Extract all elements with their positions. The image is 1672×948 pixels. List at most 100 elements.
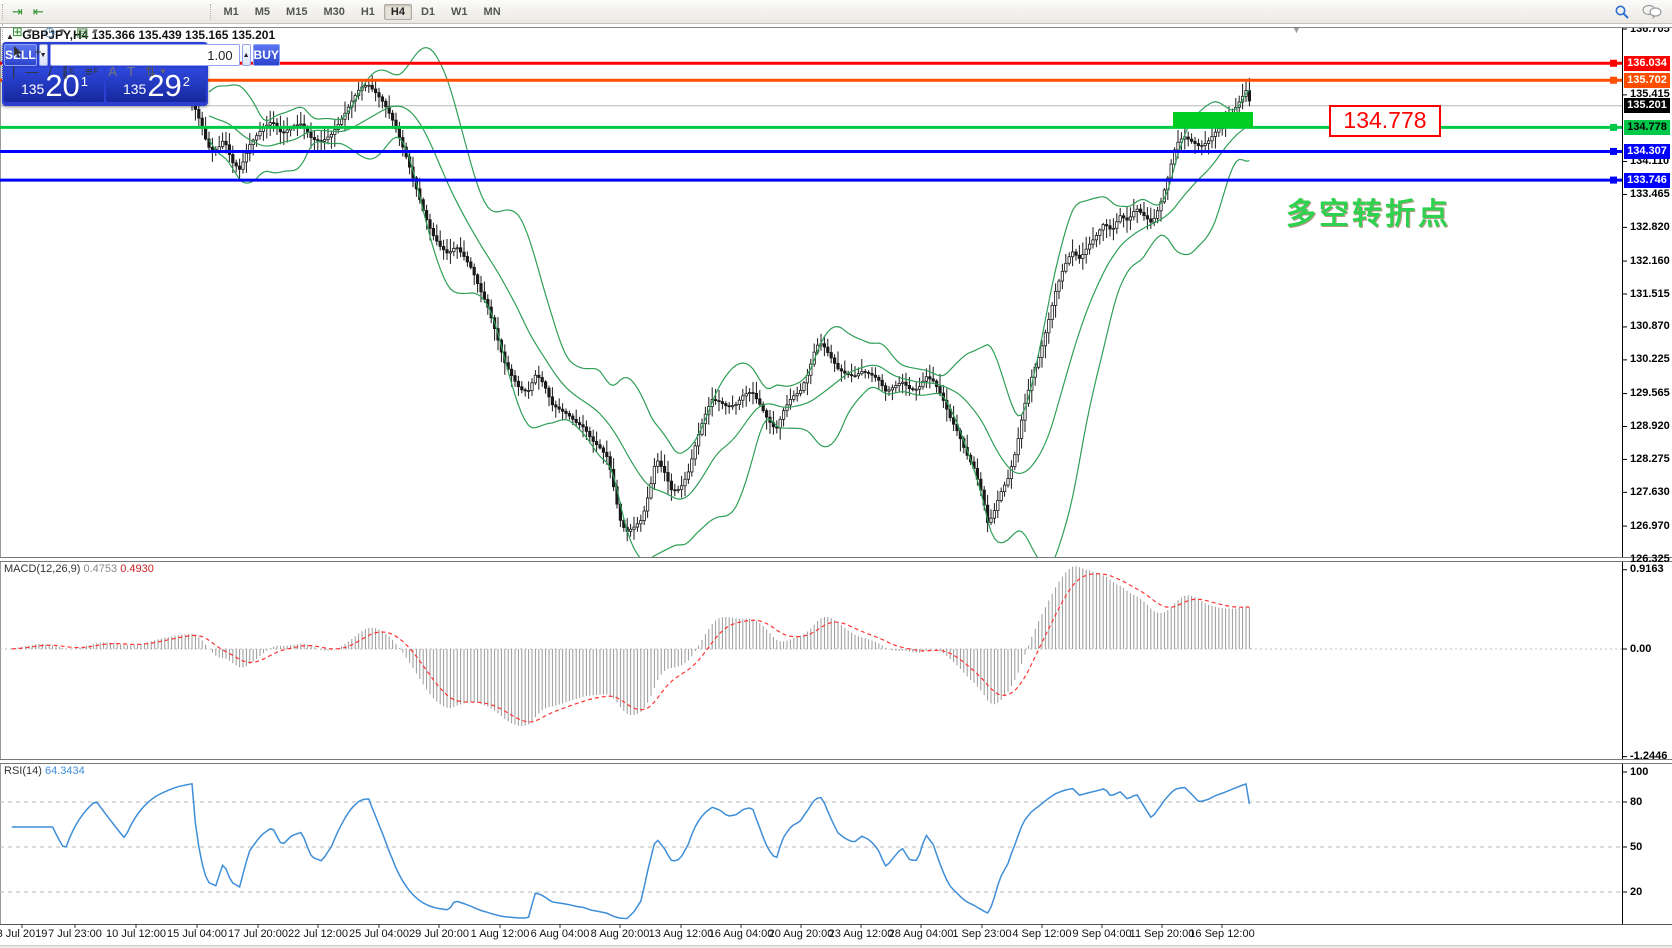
toolbar-group: + [0, 42, 208, 62]
timeframe-h4-button[interactable]: H4 [383, 3, 412, 20]
timeframe-w1-button[interactable]: W1 [451, 5, 468, 18]
templates-button[interactable]: ▤ ▼ [72, 21, 103, 43]
chart-note-text[interactable]: 多空转折点 [1286, 198, 1451, 231]
buy-price-button[interactable]: 135 29 2 [106, 68, 206, 102]
time-axis-label: 28 Aug 04:00 [888, 928, 954, 940]
timeframe-m30-button[interactable]: M30 [323, 5, 345, 18]
volume-up-button[interactable]: ▲ [241, 44, 251, 66]
rsi-line [11, 782, 1251, 920]
price-badge: 136.034 [1624, 55, 1670, 71]
auto-scroll-icon: ⇥ [12, 3, 23, 19]
horizontal-level-line[interactable] [0, 147, 1622, 155]
buy-button[interactable]: BUY [252, 44, 280, 66]
volume-input[interactable] [49, 44, 240, 66]
buy-price-big: 29 [147, 68, 182, 103]
cursor-icon [14, 45, 22, 58]
new-chart-button[interactable]: ⊞ ▼ [8, 21, 38, 43]
price-badge: 134.778 [1624, 119, 1670, 135]
toolbar-group: ⇥ ⇤ [0, 2, 208, 22]
support-zone-rectangle[interactable] [1173, 112, 1253, 128]
timeframe-m15-button[interactable]: M15 [286, 5, 308, 18]
collapse-panel-icon[interactable]: ▲ [6, 32, 14, 41]
price-level-callout[interactable]: 134.778 [1329, 105, 1441, 137]
price-tick-label: 130.870 [1630, 320, 1670, 333]
sell-button[interactable]: SELL [4, 44, 37, 66]
time-axis-label: 1 Sep 23:00 [952, 928, 1012, 940]
buy-price-main: 135 [122, 81, 147, 97]
periods-dropdown-icon[interactable]: ▼ [58, 27, 67, 36]
rsi-tick-label: 20 [1630, 885, 1643, 898]
candlesticks [190, 75, 1251, 542]
search-icon[interactable] [1614, 4, 1630, 20]
cursor-button[interactable] [8, 41, 28, 63]
time-axis-label: 9 Sep 04:00 [1072, 928, 1132, 940]
fibonacci-sub-glyph: F [93, 67, 99, 76]
fibonacci-button[interactable]: ≡ F [81, 61, 102, 83]
timeframe-mn-button[interactable]: MN [483, 5, 501, 18]
time-axis-label: 16 Aug 04:00 [708, 928, 774, 940]
buy-price-pip: 2 [182, 74, 191, 89]
toolbar-right [1614, 4, 1672, 20]
sell-price-button[interactable]: 135 20 1 [4, 68, 104, 102]
text-label-button[interactable]: T [123, 61, 139, 83]
main-toolbar: ✚新订单◆▦◉⊘自动交易∥◫∿⊕⊖▦⇥⇤⊞▼◷▼▤▼+|—/∥E≡FAT⇅▼ M… [0, 0, 1672, 80]
price-badge: 135.702 [1624, 72, 1670, 88]
timeframe-d1-button[interactable]: D1 [420, 5, 436, 18]
chart-symbol-header: ▲ GBPJPY,H4 135.366 135.439 135.165 135.… [6, 28, 275, 42]
macd-name: MACD(12,26,9) [4, 563, 81, 575]
vertical-line-button[interactable]: | [8, 61, 19, 83]
price-tick-label: 130.225 [1630, 353, 1670, 366]
macd-pane-separator[interactable] [0, 557, 1672, 562]
macd-value: 0.4753 [83, 563, 118, 575]
time-axis-label: 1 Aug 12:00 [470, 928, 530, 940]
new-chart-dropdown-icon[interactable]: ▼ [25, 27, 34, 36]
horizontal-level-line[interactable] [0, 176, 1622, 184]
price-badge: 134.307 [1624, 143, 1670, 159]
toolbar-group: | — / ∥ E ≡ F A T ⇅ ▼ [0, 62, 208, 82]
macd-signal-value: 0.4930 [120, 563, 154, 575]
chart-shift-button[interactable]: ⇤ [29, 1, 48, 23]
rsi-tick-label: 100 [1630, 765, 1649, 778]
time-axis-label: 20 Aug 20:00 [768, 928, 834, 940]
periods-button[interactable]: ◷ ▼ [40, 21, 70, 43]
chart-shift-icon: ⇤ [32, 3, 44, 19]
templates-dropdown-icon[interactable]: ▼ [91, 27, 100, 36]
equidistant-channel-button[interactable]: ∥ E [58, 61, 79, 83]
arrows-dropdown-icon[interactable]: ▼ [158, 67, 167, 76]
time-axis-label: 29 Jul 20:00 [409, 928, 469, 940]
timeframe-m1-button[interactable]: M1 [223, 5, 239, 18]
rsi-pane-separator[interactable] [0, 759, 1672, 764]
crosshair-button[interactable]: + [30, 41, 46, 63]
trade-panel-controls: SELL ▼ ▲ BUY [4, 44, 280, 66]
sell-price-pip: 1 [80, 74, 89, 89]
chat-icon[interactable] [1642, 4, 1662, 19]
periods-icon: ◷ [43, 23, 56, 39]
text-button[interactable]: A [104, 61, 121, 83]
price-tick-label: 132.160 [1630, 254, 1670, 267]
auto-scroll-button[interactable]: ⇥ [8, 1, 27, 23]
chart-shift-marker-icon[interactable]: ▼ [1292, 25, 1301, 35]
trendline-button[interactable]: / [44, 61, 56, 83]
equidistant-channel-sub-glyph: E [69, 67, 75, 76]
fibonacci-icon: ≡ [84, 63, 93, 79]
arrows-icon: ⇅ [144, 63, 156, 79]
volume-down-button[interactable]: ▼ [38, 44, 48, 66]
toolbar-groups: ✚新订单◆▦◉⊘自动交易∥◫∿⊕⊖▦⇥⇤⊞▼◷▼▤▼+|—/∥E≡FAT⇅▼ [0, 0, 208, 82]
sell-price-big: 20 [45, 68, 80, 103]
timeframe-h1-button[interactable]: H1 [360, 5, 375, 18]
price-tick-label: 135.415 [1630, 88, 1670, 101]
rsi-name: RSI(14) [4, 765, 42, 777]
horizontal-line-button[interactable]: — [21, 61, 42, 83]
price-tick-label: 131.515 [1630, 287, 1670, 300]
horizontal-level-line[interactable] [0, 76, 1622, 84]
rsi-indicator-label: RSI(14) 64.3434 [4, 765, 85, 777]
rsi-plot [0, 782, 1622, 920]
horizontal-line-icon: — [25, 63, 39, 79]
macd-signal-line [11, 573, 1250, 723]
timeframe-m5-button[interactable]: M5 [254, 5, 271, 18]
arrows-button[interactable]: ⇅ ▼ [141, 61, 171, 83]
macd-indicator-label: MACD(12,26,9) 0.4753 0.4930 [4, 563, 154, 575]
bollinger-lower-line [208, 136, 1250, 559]
